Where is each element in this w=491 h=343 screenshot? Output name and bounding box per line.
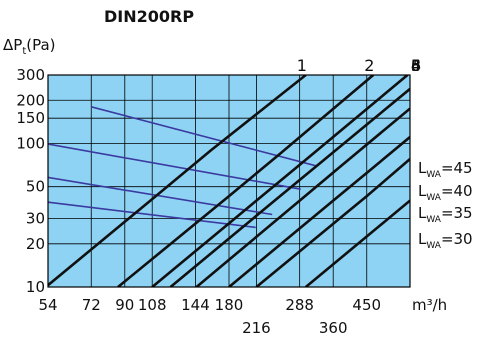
noise-label: LWA=35 bbox=[418, 204, 473, 225]
chart-title: DIN200RP bbox=[104, 7, 194, 26]
fan-curve-label: 1 bbox=[297, 56, 307, 75]
fan-curve-label: 4 bbox=[411, 56, 421, 75]
x-tick-labels: 54 72 90 108 144 180 288 450 216 360 bbox=[38, 296, 381, 337]
x-tick-label: 54 bbox=[38, 296, 57, 314]
x-tick-label: 180 bbox=[215, 296, 244, 314]
y-tick-label: 300 bbox=[16, 66, 45, 84]
x-tick-label: 72 bbox=[82, 296, 101, 314]
noise-line bbox=[48, 201, 256, 229]
x-tick-label: 288 bbox=[285, 296, 314, 314]
plot-frame bbox=[47, 74, 411, 288]
y-tick-label: 10 bbox=[26, 278, 45, 296]
fan-curve-label: 5 bbox=[411, 56, 421, 75]
y-tick-label: 20 bbox=[26, 235, 45, 253]
fan-curve bbox=[255, 158, 410, 287]
fan-curve-label: 6 bbox=[411, 56, 421, 75]
noise-line bbox=[48, 143, 301, 190]
x-tick-label: 450 bbox=[352, 296, 381, 314]
x-tick-label: 360 bbox=[319, 319, 348, 337]
fan-curve bbox=[48, 75, 307, 287]
noise-label: LWA=30 bbox=[418, 230, 473, 251]
fan-curve bbox=[228, 136, 410, 287]
x-axis-unit: m³/h bbox=[412, 296, 447, 314]
y-tick-label: 200 bbox=[16, 91, 45, 109]
fan-curve bbox=[169, 87, 410, 287]
noise-line bbox=[48, 176, 273, 216]
noise-label: LWA=40 bbox=[418, 182, 473, 203]
noise-label: LWA=45 bbox=[418, 159, 473, 180]
fan-curve bbox=[117, 75, 375, 287]
fan-curves bbox=[48, 75, 410, 287]
fan-curve-label: 8 bbox=[411, 56, 421, 75]
fan-curve bbox=[304, 199, 410, 287]
fan-curve-label: 3 bbox=[411, 56, 421, 75]
y-tick-label: 150 bbox=[16, 109, 45, 127]
y-axis-label: ΔPt(Pa) bbox=[3, 36, 56, 57]
x-tick-label: 108 bbox=[138, 296, 167, 314]
y-tick-label: 50 bbox=[26, 178, 45, 196]
x-tick-label: 144 bbox=[181, 296, 210, 314]
fan-curve bbox=[151, 75, 409, 287]
fan-curve bbox=[195, 107, 410, 287]
x-tick-label: 90 bbox=[115, 296, 134, 314]
y-tick-label: 30 bbox=[26, 210, 45, 228]
y-tick-label: 100 bbox=[16, 134, 45, 152]
x-tick-label: 216 bbox=[242, 319, 271, 337]
fan-curve-label: 2 bbox=[364, 56, 374, 75]
